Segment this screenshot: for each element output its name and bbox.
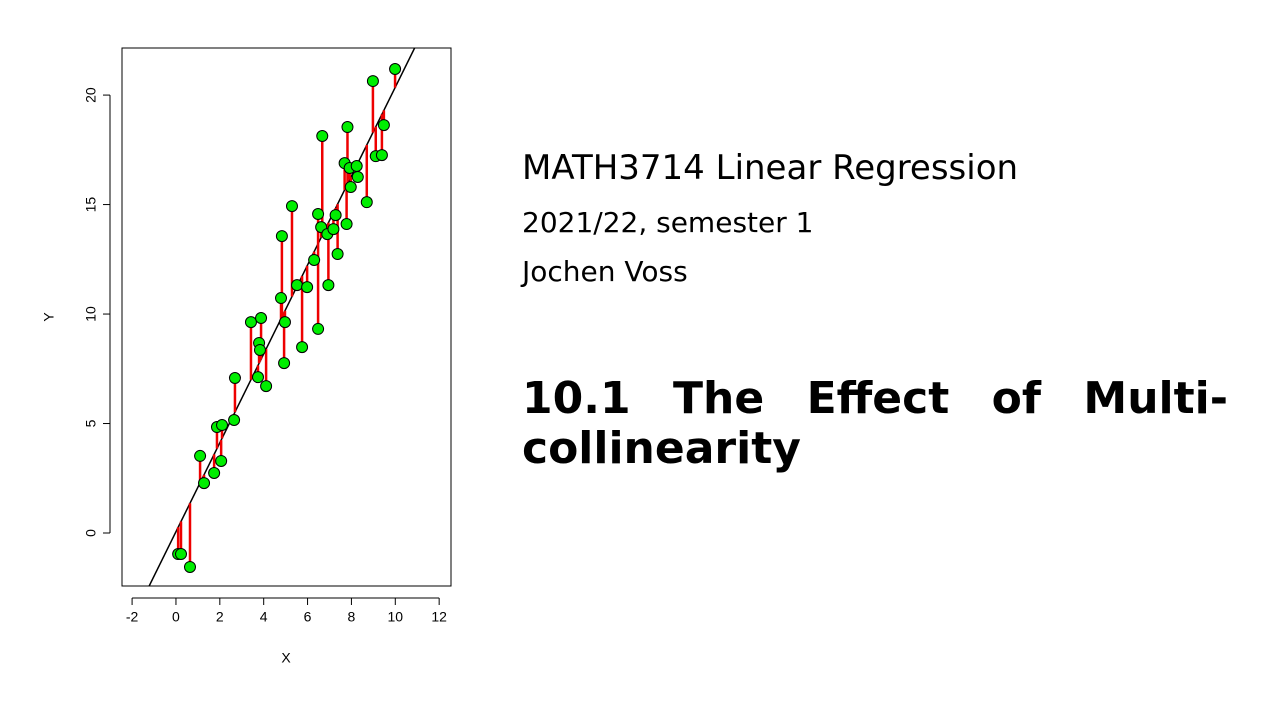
x-tick-label: 0 xyxy=(172,609,180,625)
x-tick-label: 4 xyxy=(260,609,268,625)
data-point xyxy=(341,121,354,134)
data-point xyxy=(296,341,309,354)
y-tick-label: 0 xyxy=(83,529,99,537)
section-heading: 10.1 The Effect of Multi-collinearity xyxy=(522,373,1228,474)
plot-frame xyxy=(121,47,452,587)
y-axis-label: Y xyxy=(41,312,57,322)
x-axis-label: X xyxy=(281,650,291,666)
data-point xyxy=(275,292,288,305)
data-point xyxy=(389,63,402,76)
data-point xyxy=(183,560,196,573)
data-point xyxy=(253,343,266,356)
data-point xyxy=(215,454,228,467)
y-tick-label: 5 xyxy=(83,419,99,427)
data-point xyxy=(175,548,188,561)
data-point xyxy=(340,218,353,231)
data-point xyxy=(301,281,314,294)
data-point xyxy=(344,181,357,194)
data-point xyxy=(350,160,363,173)
data-point xyxy=(375,149,388,162)
course-title: MATH3714 Linear Regression xyxy=(522,148,1019,188)
data-point xyxy=(351,170,364,183)
data-point xyxy=(208,467,221,480)
x-tick-label: 2 xyxy=(216,609,224,625)
data-point xyxy=(316,130,329,143)
data-point xyxy=(291,279,304,292)
data-point xyxy=(278,357,291,370)
term: 2021/22, semester 1 xyxy=(522,206,814,239)
data-point xyxy=(194,449,207,462)
data-point xyxy=(278,316,291,329)
data-point xyxy=(329,209,342,222)
data-point xyxy=(312,207,325,220)
data-point xyxy=(331,248,344,261)
x-tick-label: -2 xyxy=(126,609,139,625)
data-point xyxy=(251,371,264,384)
data-point xyxy=(228,414,241,427)
y-tick-label: 15 xyxy=(83,197,99,213)
data-point xyxy=(366,75,379,88)
data-point xyxy=(244,316,257,329)
data-point xyxy=(377,119,390,132)
author: Jochen Voss xyxy=(522,255,688,288)
x-tick-label: 6 xyxy=(304,609,312,625)
data-point xyxy=(198,477,211,490)
data-point xyxy=(285,200,298,213)
x-tick-label: 10 xyxy=(388,609,404,625)
data-point xyxy=(308,253,321,266)
y-tick-label: 10 xyxy=(83,306,99,322)
data-point xyxy=(312,322,325,335)
data-point xyxy=(360,196,373,209)
x-tick-label: 8 xyxy=(348,609,356,625)
data-point xyxy=(255,311,268,324)
x-tick-label: 12 xyxy=(431,609,447,625)
data-point xyxy=(260,380,273,393)
data-point xyxy=(275,230,288,243)
data-point xyxy=(216,419,229,432)
data-point xyxy=(228,371,241,384)
data-point xyxy=(327,223,340,236)
y-tick-label: 20 xyxy=(83,87,99,103)
chart: X Y -2 0 2 4 6 8 10 12 0 5 10 15 20 xyxy=(41,47,452,666)
data-point xyxy=(322,279,335,292)
